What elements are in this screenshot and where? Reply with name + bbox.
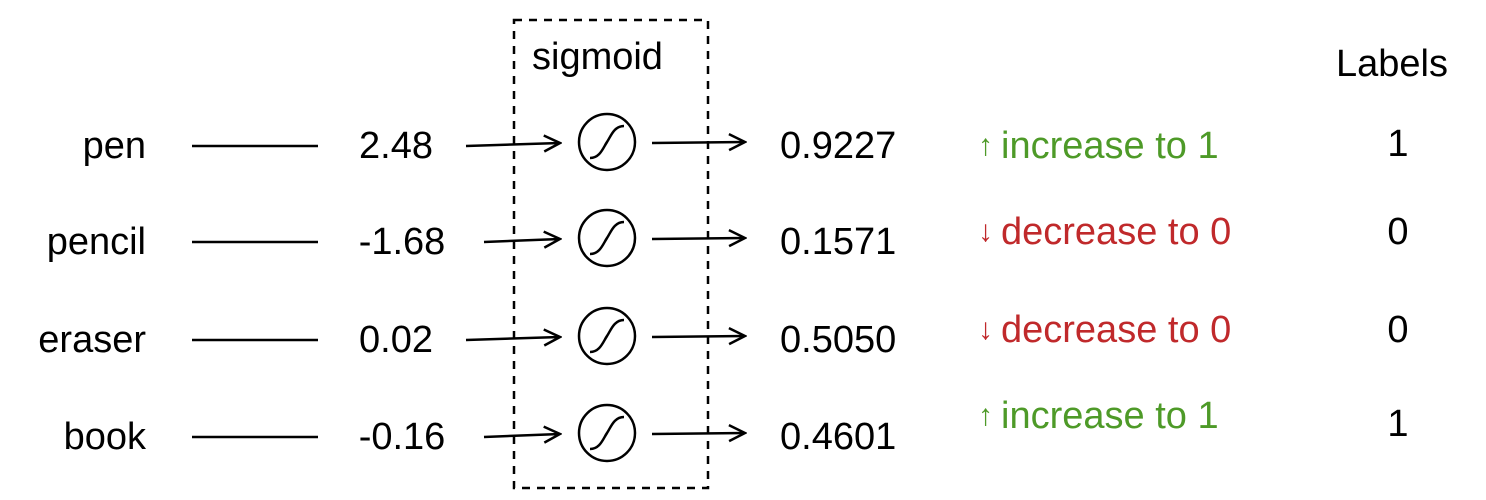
- label-value: 1: [1387, 403, 1409, 445]
- right-arrow-icon: [483, 239, 560, 242]
- sigmoid-curve-icon: [589, 318, 625, 354]
- right-arrow-icon: [465, 337, 560, 340]
- right-arrow-icon: [651, 238, 745, 239]
- direction-hint: ↑ increase to 1: [978, 127, 1219, 165]
- logit-value: 2.48: [359, 125, 433, 167]
- direction-text: increase to 1: [1001, 125, 1219, 167]
- direction-hint: ↓ decrease to 0: [978, 311, 1231, 349]
- direction-text: increase to 1: [1001, 395, 1219, 437]
- sigmoid-curve-icon: [589, 220, 625, 256]
- direction-hint: ↓ decrease to 0: [978, 213, 1231, 251]
- logit-value: 0.02: [359, 319, 433, 361]
- down-arrow-icon: ↓: [978, 313, 993, 346]
- sigmoid-curve-icon: [589, 415, 625, 451]
- sigmoid-node: [577, 112, 637, 172]
- word-pencil: pencil: [46, 221, 146, 263]
- row-3: [192, 403, 745, 463]
- right-arrow-icon: [651, 336, 745, 337]
- direction-text: decrease to 0: [1001, 211, 1232, 253]
- up-arrow-icon: ↑: [978, 399, 993, 432]
- right-arrow-icon: [651, 142, 745, 143]
- label-value: 1: [1387, 123, 1409, 165]
- logit-value: -0.16: [358, 416, 446, 458]
- label-value: 0: [1387, 211, 1409, 253]
- probability-value: 0.9227: [780, 125, 897, 167]
- word-eraser: eraser: [38, 319, 146, 361]
- word-book: book: [63, 416, 146, 458]
- probability-value: 0.4601: [780, 416, 897, 458]
- probability-value: 0.5050: [780, 319, 897, 361]
- sigmoid-node: [577, 208, 637, 268]
- row-0: [192, 112, 745, 172]
- sigmoid-node: [577, 403, 637, 463]
- sigmoid-box-title: sigmoid: [532, 36, 663, 78]
- up-arrow-icon: ↑: [978, 129, 993, 162]
- direction-text: decrease to 0: [1001, 309, 1232, 351]
- probability-value: 0.1571: [780, 221, 897, 263]
- right-arrow-icon: [465, 143, 560, 146]
- labels-header: Labels: [1336, 43, 1448, 85]
- sigmoid-node: [577, 306, 637, 366]
- down-arrow-icon: ↓: [978, 215, 993, 248]
- label-value: 0: [1387, 309, 1409, 351]
- sigmoid-curve-icon: [589, 124, 625, 160]
- right-arrow-icon: [483, 434, 560, 437]
- row-2: [192, 306, 745, 366]
- right-arrow-icon: [651, 433, 745, 434]
- logit-value: -1.68: [358, 221, 446, 263]
- row-1: [192, 208, 745, 268]
- word-pen: pen: [82, 125, 146, 167]
- sigmoid-box: [512, 18, 710, 490]
- direction-hint: ↑ increase to 1: [978, 397, 1219, 435]
